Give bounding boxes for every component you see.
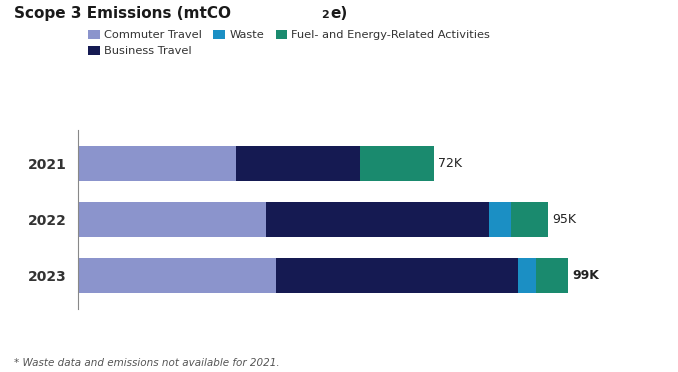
Legend: Commuter Travel, Business Travel, Waste, Fuel- and Energy-Related Activities: Commuter Travel, Business Travel, Waste,… [83,25,495,61]
Text: 2: 2 [321,10,329,20]
Text: 95K: 95K [552,213,576,226]
Text: 72K: 72K [438,157,462,170]
Bar [489,202,511,237]
Text: 99K: 99K [572,269,599,282]
Bar [519,258,536,292]
Text: Scope 3 Emissions (mtCO: Scope 3 Emissions (mtCO [14,6,231,20]
Bar [78,258,276,292]
Bar [536,258,568,292]
Bar [266,202,489,237]
Bar [511,202,548,237]
Bar [360,146,435,181]
Bar [276,258,519,292]
Text: * Waste data and emissions not available for 2021.: * Waste data and emissions not available… [14,358,279,368]
Text: e): e) [331,6,348,20]
Bar [78,146,237,181]
Bar [237,146,360,181]
Bar [78,202,266,237]
